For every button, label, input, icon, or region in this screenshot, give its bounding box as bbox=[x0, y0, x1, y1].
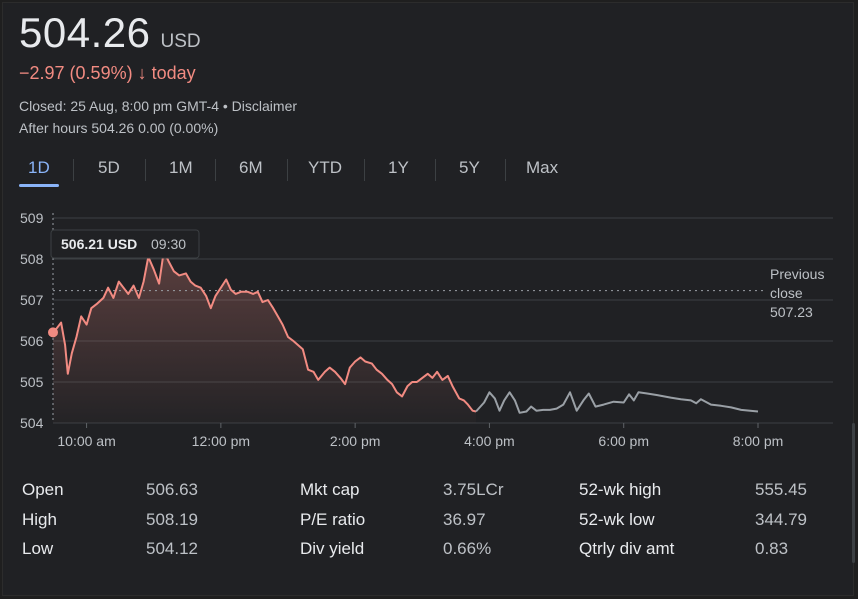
stat-label-div-yield: Div yield bbox=[300, 539, 365, 558]
x-tick-label: 10:00 am bbox=[57, 433, 115, 449]
stat-label-pe-ratio: P/E ratio bbox=[300, 510, 366, 529]
price-chart[interactable]: 509 508 507 506 505 504 10:00 am 12:00 pm 2:00 … bbox=[3, 203, 855, 463]
stat-value-low: 504.12 bbox=[146, 539, 198, 558]
change-amount: −2.97 (0.59%) bbox=[19, 63, 133, 83]
x-tick-label: 8:00 pm bbox=[733, 433, 784, 449]
x-tick-label: 2:00 pm bbox=[330, 433, 381, 449]
stat-label-qtrly-div: Qtrly div amt bbox=[579, 539, 675, 558]
previous-close-label: Previous bbox=[770, 266, 824, 282]
change-period: today bbox=[151, 63, 196, 83]
tab-divider bbox=[364, 159, 365, 181]
after-hours-info: After hours 504.26 0.00 (0.00%) bbox=[19, 120, 219, 136]
y-tick-label: 506 bbox=[20, 333, 44, 349]
tab-max[interactable]: Max bbox=[526, 158, 559, 177]
stat-label-52wk-high: 52-wk high bbox=[579, 480, 662, 499]
tab-divider bbox=[435, 159, 436, 181]
currency-label: USD bbox=[160, 31, 201, 52]
stat-label-high: High bbox=[22, 510, 57, 529]
range-tabs: 1D 5D 1M 6M YTD 1Y 5Y Max bbox=[3, 153, 855, 189]
previous-close-value: 507.23 bbox=[770, 304, 813, 320]
y-tick-label: 509 bbox=[20, 210, 44, 226]
key-stats: Open 506.63 Mkt cap 3.75LCr 52-wk high 5… bbox=[3, 473, 855, 573]
tab-6m[interactable]: 6M bbox=[239, 158, 263, 177]
tab-divider bbox=[505, 159, 506, 181]
stat-value-open: 506.63 bbox=[146, 480, 198, 499]
tab-5y[interactable]: 5Y bbox=[459, 158, 480, 177]
stat-value-pe-ratio: 36.97 bbox=[443, 510, 486, 529]
stat-label-mkt-cap: Mkt cap bbox=[300, 480, 360, 499]
regular-session-area bbox=[53, 251, 476, 423]
tab-1m[interactable]: 1M bbox=[169, 158, 193, 177]
y-tick-label: 504 bbox=[20, 415, 44, 431]
after-hours-line bbox=[475, 391, 759, 414]
y-tick-label: 508 bbox=[20, 251, 44, 267]
stat-value-52wk-high: 555.45 bbox=[755, 480, 807, 499]
stat-value-qtrly-div: 0.83 bbox=[755, 539, 789, 558]
tab-divider bbox=[287, 159, 288, 181]
tab-5d[interactable]: 5D bbox=[98, 158, 120, 177]
price-row: 504.26 USD bbox=[19, 9, 201, 57]
hover-point[interactable] bbox=[48, 327, 58, 338]
x-tick-label: 4:00 pm bbox=[464, 433, 515, 449]
tab-ytd[interactable]: YTD bbox=[308, 158, 342, 177]
price-change: −2.97 (0.59%) ↓ today bbox=[19, 63, 196, 84]
tab-divider bbox=[73, 159, 74, 181]
scrollbar[interactable] bbox=[852, 423, 855, 563]
tooltip-price: 506.21 USD bbox=[61, 236, 137, 252]
tab-divider bbox=[145, 159, 146, 181]
price-tooltip: 506.21 USD 09:30 bbox=[50, 229, 200, 259]
current-price: 504.26 bbox=[19, 9, 151, 56]
stat-label-open: Open bbox=[22, 480, 64, 499]
previous-close-label-2: close bbox=[770, 285, 803, 301]
stat-value-div-yield: 0.66% bbox=[443, 539, 492, 558]
closed-info: Closed: 25 Aug, 8:00 pm GMT-4 • Disclaim… bbox=[19, 98, 298, 114]
stat-value-mkt-cap: 3.75LCr bbox=[443, 480, 504, 499]
y-tick-label: 507 bbox=[20, 292, 44, 308]
stat-label-low: Low bbox=[22, 539, 54, 558]
tab-divider bbox=[215, 159, 216, 181]
x-tick-label: 12:00 pm bbox=[192, 433, 250, 449]
down-arrow-icon: ↓ bbox=[137, 63, 147, 83]
regular-session-line bbox=[52, 250, 477, 413]
active-tab-indicator bbox=[19, 184, 59, 187]
x-tick-label: 6:00 pm bbox=[598, 433, 649, 449]
tab-1y[interactable]: 1Y bbox=[388, 158, 409, 177]
stat-label-52wk-low: 52-wk low bbox=[579, 510, 655, 529]
stat-value-high: 508.19 bbox=[146, 510, 198, 529]
tab-1d[interactable]: 1D bbox=[28, 158, 50, 177]
tooltip-time: 09:30 bbox=[151, 236, 186, 252]
stat-value-52wk-low: 344.79 bbox=[755, 510, 807, 529]
y-tick-label: 505 bbox=[20, 374, 44, 390]
